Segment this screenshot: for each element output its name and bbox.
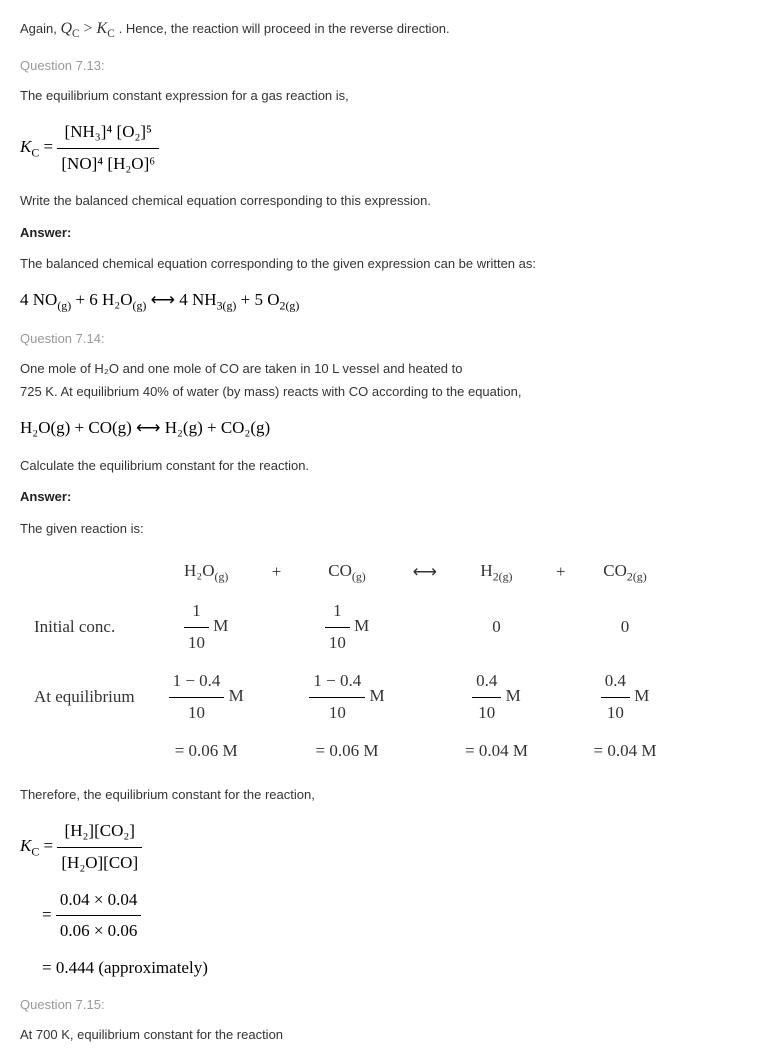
q715-line1: At 700 K, equilibrium constant for the r… [20, 1023, 763, 1046]
q713-line1: The equilibrium constant expression for … [20, 84, 763, 107]
intro-rest: . Hence, the reaction will proceed in th… [119, 21, 450, 36]
ice-species-row: H₂O(g) + CO(g) ⟷ H2(g) + CO2(g) [20, 552, 670, 592]
ice-table: H₂O(g) + CO(g) ⟷ H2(g) + CO2(g) Initial … [20, 552, 670, 771]
ice-values-row: = 0.06 M = 0.06 M = 0.04 M = 0.04 M [20, 732, 670, 771]
q714-line2: 725 K. At equilibrium 40% of water (by m… [20, 380, 763, 403]
q713-kc-expression: KC = [NH₃]⁴ [O₂]⁵ [NO]⁴ [H₂O]⁶ [20, 117, 763, 179]
q714-line1: One mole of H₂O and one mole of CO are t… [20, 357, 763, 380]
q714-line4: The given reaction is: [20, 517, 763, 540]
intro-inequality: QC > KC [60, 20, 118, 37]
q714-line3: Calculate the equilibrium constant for t… [20, 454, 763, 477]
q714-eqn: H₂O(g) + CO(g) ⟷ H₂(g) + CO₂(g) [20, 413, 763, 444]
q714-kc-calc: KC = [H₂][CO₂] [H₂O][CO] = 0.04 × 0.04 0… [20, 816, 763, 983]
ice-initial-row: Initial conc. 110 M 110 M 0 0 [20, 592, 670, 662]
q714-answer-heading: Answer: [20, 485, 763, 508]
q715-heading: Question 7.15: [20, 993, 763, 1016]
intro-again: Again, [20, 21, 60, 36]
q714-line5: Therefore, the equilibrium constant for … [20, 783, 763, 806]
ice-equilibrium-row: At equilibrium 1 − 0.410 M 1 − 0.410 M 0… [20, 662, 670, 732]
intro-paragraph: Again, QC > KC . Hence, the reaction wil… [20, 15, 763, 44]
q713-ans1: The balanced chemical equation correspon… [20, 252, 763, 275]
q713-heading: Question 7.13: [20, 54, 763, 77]
q713-line2: Write the balanced chemical equation cor… [20, 189, 763, 212]
q713-balanced-eqn: 4 NO(g) + 6 H₂O(g) ⟷ 4 NH3(g) + 5 O2(g) [20, 285, 763, 317]
q714-heading: Question 7.14: [20, 327, 763, 350]
q713-answer-heading: Answer: [20, 221, 763, 244]
